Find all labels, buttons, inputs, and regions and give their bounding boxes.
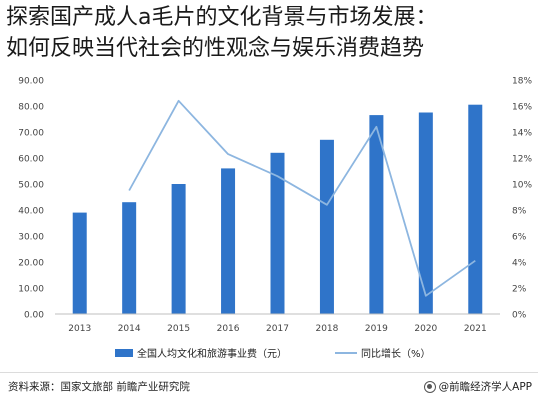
x-tick-label: 2016 [217,324,240,334]
title-line-2: 如何反映当代社会的性观念与娱乐消费趋势 [6,36,425,61]
x-tick-label: 2018 [315,324,338,334]
y-right-tick-label: 2% [512,285,527,295]
y-left-tick-label: 60.00 [18,155,44,165]
bar-2015 [171,184,186,314]
y-right-tick-label: 4% [512,259,527,269]
y-right-tick-label: 16% [512,103,532,113]
legend-item-bar: 全国人均文化和旅游事业费（元） [115,345,287,360]
chart-title: 探索国产成人a毛片的文化背景与市场发展： 如何反映当代社会的性观念与娱乐消费趋势 [6,2,534,64]
y-left-tick-label: 70.00 [18,129,44,139]
y-right-tick-label: 12% [512,155,532,165]
legend-swatch-line [335,351,357,354]
y-right-tick-label: 18% [512,77,532,87]
bar-2020 [418,112,433,314]
y-left-tick-label: 10.00 [18,285,44,295]
brand: @前瞻经济学人APP [423,379,532,394]
bar-2021 [468,104,483,314]
title-line-1: 探索国产成人a毛片的文化背景与市场发展： [6,5,438,30]
chart-canvas: 0.00 10.00 20.00 30.00 40.00 50.00 60.00 70.00 8… [18,77,532,335]
x-tick-label: 2020 [414,324,437,334]
bar-2016 [221,168,236,314]
y-right-tick-label: 8% [512,207,527,217]
x-tick-label: 2015 [167,324,190,334]
y-left-tick-label: 90.00 [18,77,44,87]
legend: 全国人均文化和旅游事业费（元） 同比增长（%） [0,345,538,361]
y-left-tick-label: 80.00 [18,103,44,113]
bar-2017 [270,152,285,314]
growth-line [128,99,476,297]
legend-label-line: 同比增长（%） [361,349,431,360]
x-tick-label: 2021 [464,324,487,334]
y-left-tick-label: 0.00 [24,311,44,321]
bar-2019 [369,115,384,314]
source-text: 资料来源：国家文旅部 前瞻产业研究院 [8,381,190,393]
x-tick-label: 2014 [118,324,141,334]
y-left-tick-label: 50.00 [18,181,44,191]
bar-2018 [319,139,334,314]
y-left-tick-label: 40.00 [18,207,44,217]
y-right-tick-label: 14% [512,129,532,139]
x-tick-label: 2013 [68,324,91,334]
footer: 资料来源：国家文旅部 前瞻产业研究院 @前瞻经济学人APP [0,372,538,402]
y-right-tick-label: 6% [512,233,527,243]
brand-text: @前瞻经济学人APP [438,381,532,393]
y-right-tick-label: 10% [512,181,532,191]
x-tick-label: 2019 [365,324,388,334]
bar-2014 [122,202,137,314]
y-right-tick-label: 0% [512,311,527,321]
legend-item-line: 同比增长（%） [335,345,431,360]
legend-swatch-bar [115,348,133,357]
y-left-tick-label: 30.00 [18,233,44,243]
bar-2013 [72,212,87,314]
brand-logo-icon [423,380,436,393]
y-left-tick-label: 20.00 [18,259,44,269]
legend-label-bar: 全国人均文化和旅游事业费（元） [137,349,287,360]
x-tick-label: 2017 [266,324,289,334]
